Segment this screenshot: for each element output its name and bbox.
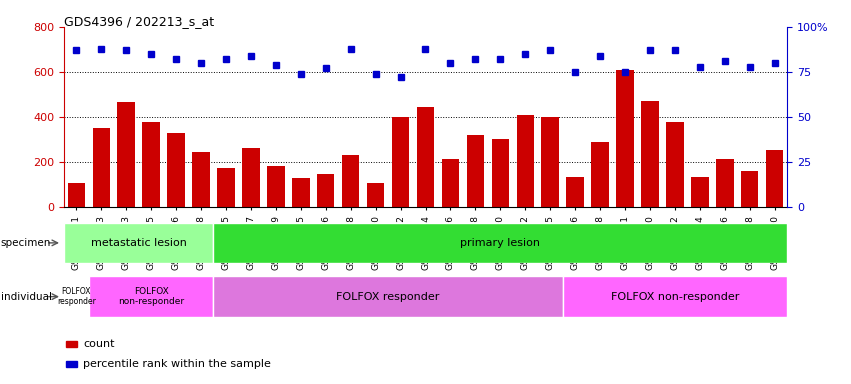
Bar bbox=[666, 122, 683, 207]
Bar bbox=[492, 139, 509, 207]
Text: FOLFOX
responder: FOLFOX responder bbox=[57, 287, 95, 306]
Bar bbox=[142, 122, 160, 207]
Bar bbox=[317, 174, 334, 207]
Text: FOLFOX non-responder: FOLFOX non-responder bbox=[611, 291, 740, 302]
Bar bbox=[214, 276, 563, 317]
Bar bbox=[591, 142, 608, 207]
Bar bbox=[342, 156, 359, 207]
Text: count: count bbox=[83, 339, 115, 349]
Text: individual: individual bbox=[1, 291, 52, 302]
Bar bbox=[442, 159, 460, 207]
Bar bbox=[66, 341, 77, 348]
Bar bbox=[766, 150, 784, 207]
Bar bbox=[217, 168, 235, 207]
Text: percentile rank within the sample: percentile rank within the sample bbox=[83, 359, 271, 369]
Bar bbox=[417, 107, 434, 207]
Bar bbox=[563, 276, 787, 317]
Text: FOLFOX responder: FOLFOX responder bbox=[336, 291, 440, 302]
Bar bbox=[541, 117, 559, 207]
Bar bbox=[741, 171, 758, 207]
Bar bbox=[192, 152, 209, 207]
Bar bbox=[267, 166, 284, 207]
Bar bbox=[89, 276, 214, 317]
Bar bbox=[214, 223, 787, 263]
Bar bbox=[66, 361, 77, 367]
Bar bbox=[517, 115, 534, 207]
Text: GDS4396 / 202213_s_at: GDS4396 / 202213_s_at bbox=[64, 15, 214, 28]
Bar bbox=[64, 276, 89, 317]
Text: metastatic lesion: metastatic lesion bbox=[91, 238, 186, 248]
Bar bbox=[391, 117, 409, 207]
Text: specimen: specimen bbox=[1, 238, 51, 248]
Bar bbox=[292, 178, 310, 207]
Text: primary lesion: primary lesion bbox=[460, 238, 540, 248]
Bar bbox=[168, 133, 185, 207]
Bar bbox=[243, 147, 260, 207]
Bar bbox=[367, 182, 385, 207]
Bar bbox=[567, 177, 584, 207]
Text: FOLFOX
non-responder: FOLFOX non-responder bbox=[118, 287, 184, 306]
Bar bbox=[716, 159, 734, 207]
Bar bbox=[466, 135, 484, 207]
Bar bbox=[93, 128, 110, 207]
Bar bbox=[642, 101, 659, 207]
Bar bbox=[64, 223, 214, 263]
Bar bbox=[67, 182, 85, 207]
Bar bbox=[691, 177, 709, 207]
Bar bbox=[117, 103, 135, 207]
Bar bbox=[616, 70, 634, 207]
